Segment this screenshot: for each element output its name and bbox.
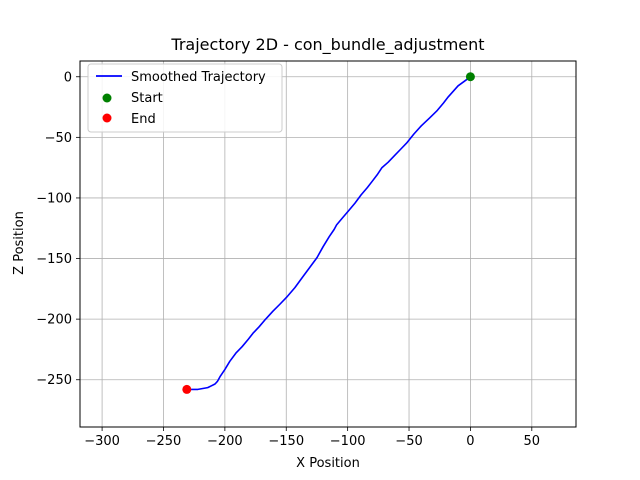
legend-entry-smoothed-trajectory: Smoothed Trajectory — [131, 70, 266, 85]
end-point — [182, 384, 192, 394]
y-axis-label: Z Position — [12, 211, 27, 275]
x-tick-label: 50 — [524, 434, 541, 449]
legend-entry-end: End — [131, 112, 156, 127]
x-tick-label: 0 — [466, 434, 474, 449]
series-line-smoothed-trajectory — [188, 76, 471, 391]
x-tick-label: −200 — [207, 434, 243, 449]
x-tick-label: −250 — [146, 434, 182, 449]
legend-entry-start: Start — [131, 91, 163, 106]
x-tick-label: −50 — [395, 434, 422, 449]
x-tick-label: −300 — [84, 434, 120, 449]
ticks: −300 −250 −200 −150 −100 −50 0 50 0 −50 −100 −150 −2… — [36, 70, 540, 449]
legend: Smoothed Trajectory Start End — [87, 63, 283, 133]
y-tick-label: −250 — [36, 373, 72, 388]
x-tick-label: −100 — [330, 434, 366, 449]
legend-end-marker — [102, 113, 112, 123]
y-tick-label: −100 — [36, 191, 72, 206]
legend-frame — [87, 63, 283, 133]
plot-frame — [79, 60, 577, 428]
y-tick-label: −150 — [36, 252, 72, 267]
plot-area — [182, 72, 475, 394]
y-tick-label: −200 — [36, 313, 72, 328]
x-tick-label: −150 — [268, 434, 304, 449]
y-tick-label: −50 — [45, 131, 72, 146]
chart-title: Trajectory 2D - con_bundle_adjustment — [170, 35, 484, 55]
legend-start-marker — [102, 93, 112, 103]
x-axis-label: X Position — [296, 456, 360, 471]
start-point — [465, 72, 475, 82]
y-tick-label: 0 — [64, 70, 72, 85]
